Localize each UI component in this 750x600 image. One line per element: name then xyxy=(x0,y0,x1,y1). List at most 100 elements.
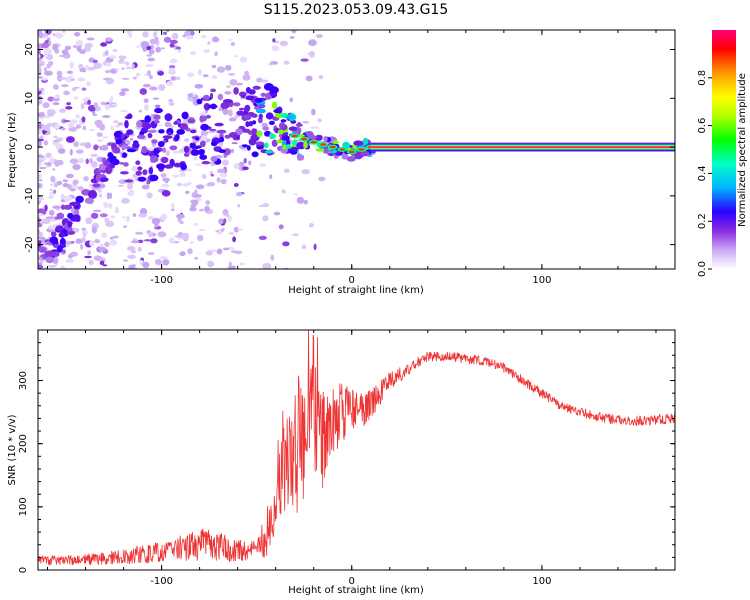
spectrogram-cell xyxy=(265,112,274,120)
spectrogram-cell xyxy=(149,155,159,163)
spectrogram-cell xyxy=(53,84,59,90)
spectrogram-cell xyxy=(200,140,206,147)
spectrogram-cell xyxy=(119,162,124,165)
spectrogram-cell xyxy=(109,153,115,162)
spectrogram-cell xyxy=(230,148,235,154)
spectrogram-cell xyxy=(285,115,296,120)
spectrogram-cell xyxy=(84,43,93,48)
spectrogram-cell xyxy=(103,160,110,166)
spectrogram-cell xyxy=(122,259,129,262)
spectrogram-cell xyxy=(168,101,175,106)
spectrogram-cell xyxy=(117,184,124,187)
colorbar-tick-label: 0.8 xyxy=(697,70,708,86)
spectrogram-cell xyxy=(163,36,172,43)
spectrogram-cell xyxy=(38,213,44,217)
spectrogram-cell xyxy=(193,222,199,226)
spectrogram-cell xyxy=(66,230,76,235)
spectrogram-cell xyxy=(135,170,142,176)
spectrogram-cell xyxy=(269,174,273,180)
spectrogram-cell xyxy=(272,38,276,43)
spectrogram-cell xyxy=(176,129,185,135)
spectrogram-cell xyxy=(42,218,51,225)
spectrogram-cell xyxy=(190,199,198,204)
spectrogram-cell xyxy=(172,150,182,154)
spectrogram-cell xyxy=(72,164,81,171)
spectrogram-cell xyxy=(353,140,364,146)
spectrogram-cell xyxy=(94,239,101,244)
spectrogram-cell xyxy=(198,228,206,232)
spectrogram-cell xyxy=(75,124,82,129)
figure-title: S115.2023.053.09.43.G15 xyxy=(264,2,449,18)
spectrogram-cell xyxy=(230,265,236,269)
colorbar-tick-label: 0.6 xyxy=(697,118,708,134)
spectrogram-cell xyxy=(86,81,91,87)
spectrogram-cell xyxy=(50,175,56,183)
spectrogram-cell xyxy=(298,134,305,137)
snr-series-line xyxy=(38,330,675,566)
spectrogram-cell xyxy=(103,201,108,208)
spectrogram-cell xyxy=(168,65,176,69)
spectrogram-cell xyxy=(305,131,314,137)
spectrogram-cell xyxy=(46,109,56,116)
spectrogram-cell xyxy=(93,102,99,109)
spectrogram-cell xyxy=(201,35,207,39)
spectrogram-cell xyxy=(44,165,51,168)
colorbar-tick-label: 0.0 xyxy=(697,261,708,277)
spectrogram-cell xyxy=(143,122,152,130)
spectrogram-cell xyxy=(138,213,148,218)
spectrogram-cell xyxy=(278,224,284,230)
spectrogram-cell xyxy=(73,96,79,100)
spectrogram-hotspot-core xyxy=(301,137,308,141)
y-tick-label: -20 xyxy=(24,236,35,252)
spectrogram-cell xyxy=(282,241,290,247)
spectrogram-cell xyxy=(58,137,63,142)
spectrogram-cell xyxy=(175,46,181,50)
spectrogram-cell xyxy=(194,83,204,89)
spectrogram-cell xyxy=(246,145,251,151)
spectrogram-cell xyxy=(228,38,232,41)
spectrogram-cell xyxy=(239,56,248,63)
spectrogram-cell xyxy=(90,212,99,219)
spectrogram-cell xyxy=(256,130,263,137)
spectrogram-cell xyxy=(150,238,158,244)
spectrogram-cell xyxy=(225,213,230,217)
spectrogram-cell xyxy=(216,248,223,255)
spectrogram-cell xyxy=(303,141,308,149)
spectrogram-cell xyxy=(38,173,43,179)
spectrogram-cell xyxy=(216,66,226,73)
spectrogram-cell xyxy=(125,66,132,69)
spectrogram-cell xyxy=(44,204,48,212)
spectrogram-cell xyxy=(119,91,126,96)
spectrogram-cell xyxy=(262,203,270,208)
spectrogram-cell xyxy=(141,184,150,190)
spectrogram-cell xyxy=(317,118,322,123)
spectrogram-cell xyxy=(39,167,47,169)
spectrogram-cell xyxy=(108,98,113,104)
spectrogram-cell xyxy=(204,205,210,212)
spectrogram-cell xyxy=(164,113,173,122)
spectrogram-cell xyxy=(245,121,250,128)
spectrogram-cell xyxy=(38,31,43,38)
spectrogram-cell xyxy=(155,104,161,109)
spectrogram-cell xyxy=(92,183,101,188)
spectrogram-cell xyxy=(190,129,197,134)
spectrogram-cell xyxy=(123,225,127,228)
spectrogram-cell xyxy=(142,31,149,38)
spectrogram-cell xyxy=(112,235,119,239)
spectrogram-cell xyxy=(43,140,49,146)
spectrogram-cell xyxy=(263,83,274,91)
spectrogram-cell xyxy=(318,176,326,182)
spectrogram-cell xyxy=(72,214,81,222)
spectrogram-cell xyxy=(169,145,178,151)
spectrogram-cell xyxy=(115,138,123,145)
spectrogram-cell xyxy=(69,158,79,164)
spectrogram-cell xyxy=(38,246,47,253)
spectrogram-cell xyxy=(40,77,49,81)
spectrogram-cell xyxy=(92,209,102,212)
spectrogram-cell xyxy=(87,99,91,105)
spectrogram-cell xyxy=(38,76,43,79)
spectrogram-cell xyxy=(128,31,133,39)
spectrogram-cell xyxy=(289,36,295,39)
spectrogram-cell xyxy=(121,77,130,80)
spectrogram-cell xyxy=(180,163,188,171)
